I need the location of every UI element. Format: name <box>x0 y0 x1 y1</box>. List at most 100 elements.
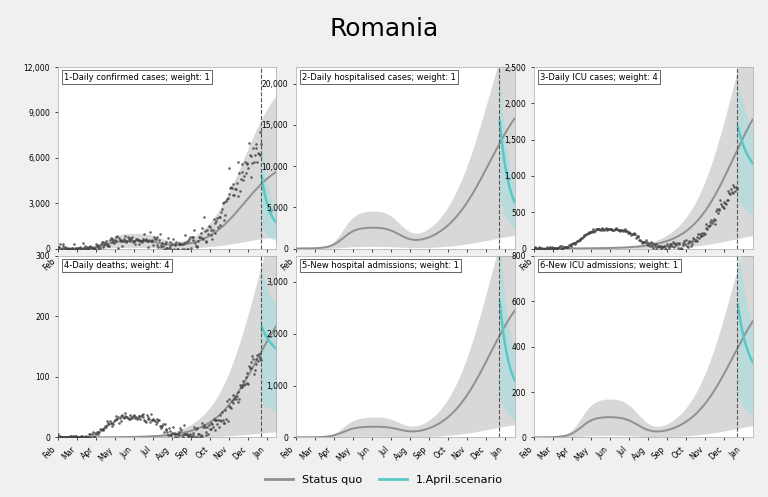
Point <box>108 417 120 425</box>
Point <box>241 160 253 167</box>
Point <box>538 245 551 252</box>
Point <box>653 243 665 250</box>
Point <box>700 220 712 228</box>
Point <box>225 404 237 412</box>
Point <box>70 245 82 252</box>
Point <box>169 240 181 248</box>
Point <box>98 243 110 251</box>
Point <box>557 244 569 251</box>
Point <box>130 414 142 421</box>
Point <box>222 194 234 202</box>
Point <box>125 236 137 244</box>
Point <box>178 245 190 252</box>
Point <box>680 243 693 250</box>
Point <box>691 234 703 242</box>
Point <box>115 236 127 244</box>
Point <box>137 410 150 418</box>
Point <box>671 244 684 252</box>
Point <box>727 189 739 197</box>
Point <box>531 245 544 252</box>
Point <box>548 245 560 252</box>
Point <box>80 432 92 440</box>
Point <box>558 243 570 250</box>
Point <box>535 244 548 252</box>
Point <box>164 243 176 250</box>
Point <box>139 417 151 425</box>
Point <box>114 237 127 245</box>
Point <box>248 158 260 166</box>
Point <box>98 425 110 433</box>
Point <box>67 432 79 440</box>
Point <box>187 234 200 242</box>
Point <box>88 245 100 252</box>
Point <box>529 243 541 250</box>
Point <box>204 425 216 433</box>
Point <box>64 432 76 440</box>
Point <box>198 420 210 428</box>
Point <box>688 235 700 243</box>
Point <box>230 392 243 400</box>
Point <box>65 244 78 251</box>
Point <box>723 188 736 196</box>
Point <box>114 414 126 421</box>
Point <box>606 227 618 235</box>
Point <box>131 414 144 422</box>
Point <box>564 242 577 250</box>
Point <box>128 237 141 245</box>
Point <box>219 211 231 219</box>
Point <box>114 413 127 420</box>
Point <box>215 208 227 216</box>
Point <box>100 423 112 431</box>
Point <box>601 226 614 234</box>
Point <box>594 226 606 234</box>
Point <box>551 245 564 252</box>
Point <box>590 225 602 233</box>
Point <box>129 414 141 422</box>
Point <box>243 151 256 159</box>
Point <box>201 226 214 234</box>
Point <box>617 226 630 234</box>
Point <box>663 244 675 252</box>
Point <box>81 245 94 252</box>
Point <box>84 433 96 441</box>
Point <box>163 244 175 252</box>
Point <box>145 236 157 244</box>
Point <box>603 225 615 233</box>
Point <box>63 433 75 441</box>
Point <box>183 235 195 243</box>
Point <box>700 225 713 233</box>
Point <box>561 243 574 251</box>
Point <box>225 183 237 191</box>
Point <box>84 242 97 249</box>
Point <box>220 195 233 203</box>
Point <box>704 218 717 226</box>
Point <box>636 239 648 247</box>
Point <box>214 416 227 424</box>
Point <box>51 432 64 440</box>
Point <box>228 191 240 199</box>
Point <box>208 219 220 227</box>
Point <box>233 381 246 389</box>
Point <box>725 185 737 193</box>
Point <box>540 245 552 252</box>
Point <box>210 416 222 424</box>
Point <box>153 416 165 424</box>
Point <box>679 240 691 248</box>
Point <box>624 229 636 237</box>
Point <box>616 226 628 234</box>
Point <box>162 430 174 438</box>
Point <box>213 213 225 221</box>
Point <box>72 244 84 252</box>
Point <box>204 425 217 433</box>
Point <box>154 422 166 430</box>
Point <box>544 243 556 251</box>
Point <box>166 429 178 437</box>
Point <box>717 204 730 212</box>
Point <box>122 233 134 241</box>
Point <box>151 414 164 422</box>
Point <box>612 226 624 234</box>
Point <box>254 128 266 136</box>
Point <box>545 245 557 252</box>
Point <box>85 243 98 251</box>
Point <box>664 243 677 250</box>
